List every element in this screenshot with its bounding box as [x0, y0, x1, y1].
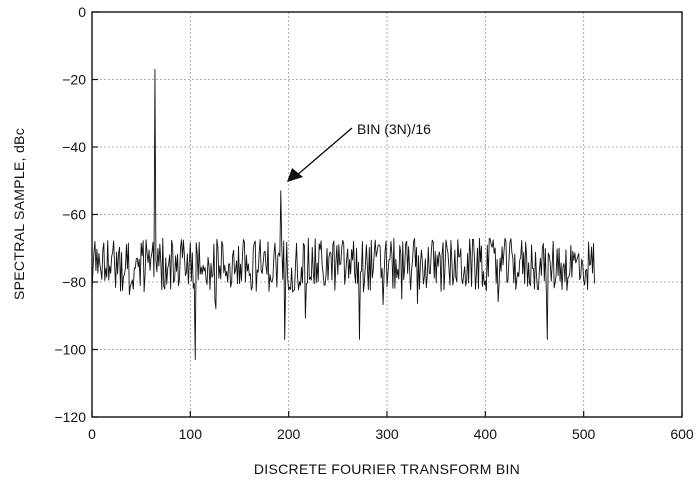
- x-tick-label: 300: [375, 426, 399, 442]
- y-tick-label: −60: [62, 207, 86, 223]
- y-tick-label: −100: [54, 342, 86, 358]
- y-axis-title: SPECTRAL SAMPLE, dBc: [11, 128, 27, 300]
- y-tick-label: −80: [62, 274, 86, 290]
- annotation-label: BIN (3N)/16: [357, 121, 431, 137]
- spectrum-series-line: [91, 68, 595, 361]
- x-tick-label: 600: [670, 426, 694, 442]
- y-tick-label: 0: [78, 4, 86, 20]
- x-tick-labels: 0 100 200 300 400 500 600: [88, 426, 694, 442]
- x-tick-label: 400: [474, 426, 498, 442]
- y-tick-label: −120: [54, 409, 86, 425]
- y-tick-labels: 0 −20 −40 −60 −80 −100 −120: [54, 4, 86, 425]
- x-tick-label: 100: [179, 426, 203, 442]
- x-tick-label: 0: [88, 426, 96, 442]
- x-tick-label: 200: [277, 426, 301, 442]
- axis-ticks: [91, 11, 683, 418]
- annotation-arrowhead: [287, 168, 303, 182]
- x-axis-title: DISCRETE FOURIER TRANSFORM BIN: [254, 461, 520, 477]
- y-tick-label: −40: [62, 139, 86, 155]
- grid-lines: [92, 12, 682, 417]
- annotation-arrow-shaft: [295, 127, 353, 177]
- annotation: BIN (3N)/16: [287, 121, 431, 182]
- y-tick-label: −20: [62, 72, 86, 88]
- x-tick-label: 500: [572, 426, 596, 442]
